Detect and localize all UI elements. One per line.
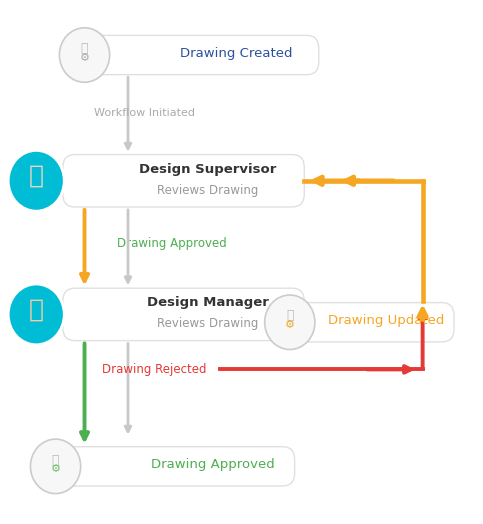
FancyBboxPatch shape	[87, 36, 319, 74]
Text: Drawing Approved: Drawing Approved	[151, 458, 274, 471]
FancyBboxPatch shape	[63, 155, 304, 207]
Circle shape	[8, 150, 64, 211]
FancyBboxPatch shape	[63, 288, 304, 341]
Circle shape	[8, 284, 64, 345]
Circle shape	[265, 295, 315, 350]
Text: 📄: 📄	[52, 454, 59, 466]
Circle shape	[30, 439, 81, 494]
Text: Reviews Drawing: Reviews Drawing	[157, 318, 258, 330]
Text: Drawing Created: Drawing Created	[181, 47, 293, 60]
Text: Design Supervisor: Design Supervisor	[139, 163, 276, 176]
Text: Workflow Initiated: Workflow Initiated	[94, 107, 196, 118]
Text: 👤: 👤	[28, 163, 44, 188]
Text: ⚙: ⚙	[51, 464, 60, 474]
Text: 👤: 👤	[28, 297, 44, 321]
Text: Drawing Rejected: Drawing Rejected	[102, 363, 207, 376]
Text: Design Manager: Design Manager	[147, 297, 269, 309]
Text: Drawing Updated: Drawing Updated	[328, 314, 444, 327]
Text: Reviews Drawing: Reviews Drawing	[157, 184, 258, 196]
Text: ⚙: ⚙	[80, 52, 89, 63]
FancyBboxPatch shape	[270, 303, 454, 342]
FancyBboxPatch shape	[63, 446, 295, 486]
Text: ⚙: ⚙	[285, 320, 295, 330]
Text: 📄: 📄	[81, 42, 88, 55]
Text: 📄: 📄	[286, 310, 294, 322]
Text: Drawing Approved: Drawing Approved	[116, 237, 227, 250]
Circle shape	[59, 28, 110, 82]
